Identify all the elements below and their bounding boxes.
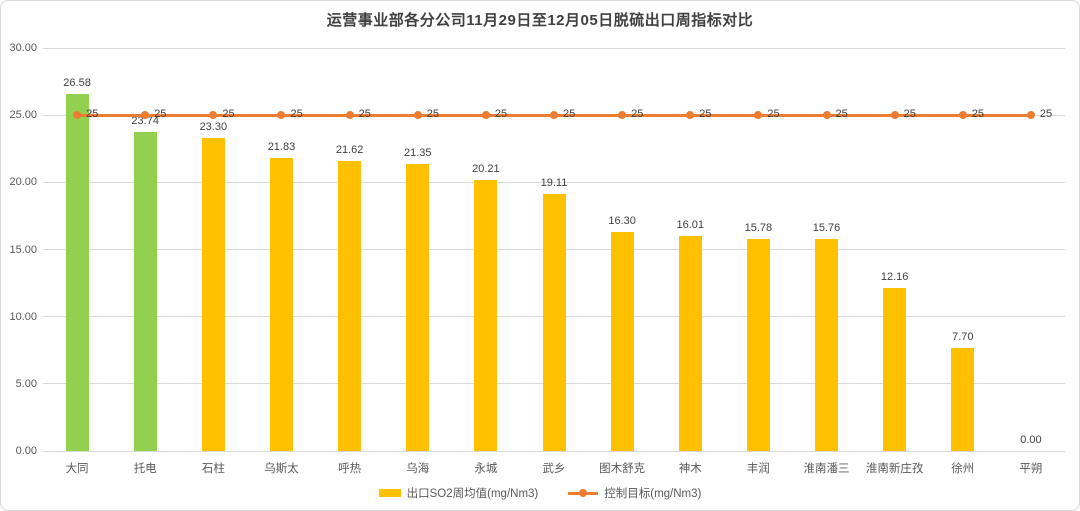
bar-value-label: 15.78	[744, 222, 773, 235]
x-axis-category-label: 丰润	[746, 463, 770, 475]
y-axis-tick-label: 30.00	[9, 42, 37, 54]
x-axis-category-label: 托电	[133, 463, 157, 475]
line-marker	[890, 111, 899, 120]
x-axis-category-label: 呼热	[338, 463, 362, 475]
line-value-label: 25	[563, 108, 576, 121]
bar	[406, 164, 430, 451]
bar	[883, 287, 907, 451]
line-marker	[209, 111, 218, 120]
bar-value-label: 23.74	[131, 115, 159, 128]
line-value-label: 25	[835, 108, 848, 121]
line-marker	[958, 111, 967, 120]
bar	[338, 160, 362, 451]
bar	[951, 347, 975, 451]
x-axis-category-label: 淮南潘三	[803, 463, 850, 475]
bar	[746, 239, 770, 451]
line-value-label: 25	[494, 108, 508, 121]
bar	[815, 239, 839, 451]
bar	[201, 138, 225, 451]
line-marker	[550, 111, 558, 120]
x-axis-category-label: 平朔	[1019, 463, 1043, 475]
line-value-label: 25	[290, 108, 303, 121]
line-marker	[73, 111, 82, 120]
y-axis-tick-label: 25.00	[9, 109, 37, 122]
line-value-label: 25	[767, 108, 780, 121]
line-value-label: 25	[86, 108, 99, 121]
line-value-label: 25	[358, 108, 371, 121]
line-marker	[413, 111, 422, 120]
x-axis-category-label: 神木	[678, 463, 702, 475]
gridline	[43, 450, 1065, 452]
bar-value-label: 23.30	[199, 121, 228, 133]
line-marker	[822, 111, 831, 120]
line-value-label: 25	[631, 108, 644, 121]
bar-value-label: 15.76	[812, 222, 841, 235]
y-axis-tick-label: 0.00	[15, 445, 37, 457]
bar-value-label: 26.58	[63, 76, 91, 89]
bar-value-label: 21.35	[403, 147, 432, 160]
line-value-label: 25	[154, 108, 167, 121]
gridline	[43, 181, 1065, 183]
legend-item-label: 控制目标(mg/Nm3)	[604, 488, 702, 500]
bar-value-label: 7.70	[952, 330, 974, 343]
line-marker	[277, 111, 286, 120]
y-axis-tick-label: 5.00	[15, 377, 37, 390]
bar-value-label: 21.83	[267, 140, 296, 153]
line-value-label: 25	[903, 108, 916, 121]
bar-value-label: 20.21	[472, 162, 500, 175]
line-marker	[754, 111, 763, 120]
y-axis-tick-label: 10.00	[9, 310, 37, 323]
bar	[678, 235, 702, 451]
x-axis-category-label: 淮南新庄孜	[865, 463, 924, 475]
line-series-swatch-icon	[568, 489, 599, 497]
x-axis-category-label: 图木舒克	[599, 463, 646, 475]
bar-value-label: 19.11	[540, 177, 568, 190]
legend-item-label: 出口SO2周均值(mg/Nm3)	[406, 488, 539, 500]
bar-value-label: 16.01	[676, 218, 705, 231]
line-marker	[345, 111, 354, 120]
plot-area: 26.58 大同 23.74 托电 23.30 石柱 21.83 乌斯太 21.62 呼热 21.3…	[43, 47, 1065, 475]
bar	[542, 194, 566, 451]
legend: 出口SO2周均值(mg/Nm3) 控制目标(mg/Nm3)	[1, 485, 1079, 501]
x-axis-category-label: 武乡	[542, 463, 566, 475]
line-marker-icon	[579, 489, 588, 497]
bar-value-label: 16.30	[608, 215, 636, 228]
bar-series-swatch-icon	[378, 489, 401, 497]
x-axis-category-label: 乌斯太	[264, 463, 299, 475]
x-axis-category-label: 乌海	[406, 463, 430, 475]
line-marker	[481, 111, 490, 120]
line-value-label: 25	[222, 108, 235, 121]
bar	[65, 93, 89, 451]
line-value-label: 25	[699, 108, 712, 121]
legend-item-line-series: 控制目标(mg/Nm3)	[568, 485, 701, 501]
line-marker	[1026, 111, 1035, 120]
line-marker	[618, 111, 627, 120]
bar	[474, 179, 498, 451]
line-value-label: 25	[971, 108, 985, 121]
x-axis-category-label: 徐州	[951, 463, 975, 475]
line-marker	[141, 111, 150, 120]
bar	[133, 132, 157, 451]
bar-value-label: 12.16	[880, 270, 909, 283]
y-axis-tick-label: 20.00	[9, 176, 37, 189]
x-axis-category-label: 石柱	[201, 463, 225, 475]
y-axis-tick-label: 15.00	[9, 243, 37, 256]
line-value-label: 25	[426, 108, 439, 121]
line-value-label: 25	[1039, 108, 1053, 121]
bar-value-label: 21.62	[335, 143, 364, 156]
gridline	[43, 47, 1065, 49]
bar	[610, 232, 634, 451]
bar-value-label: 0.00	[1020, 434, 1042, 446]
x-axis-category-label: 大同	[65, 463, 89, 475]
bar	[269, 157, 293, 451]
line-marker	[686, 111, 695, 120]
legend-item-bar-series: 出口SO2周均值(mg/Nm3)	[378, 485, 539, 501]
chart-title: 运营事业部各分公司11月29日至12月05日脱硫出口周指标对比	[326, 12, 754, 29]
x-axis-category-label: 永城	[474, 463, 498, 475]
